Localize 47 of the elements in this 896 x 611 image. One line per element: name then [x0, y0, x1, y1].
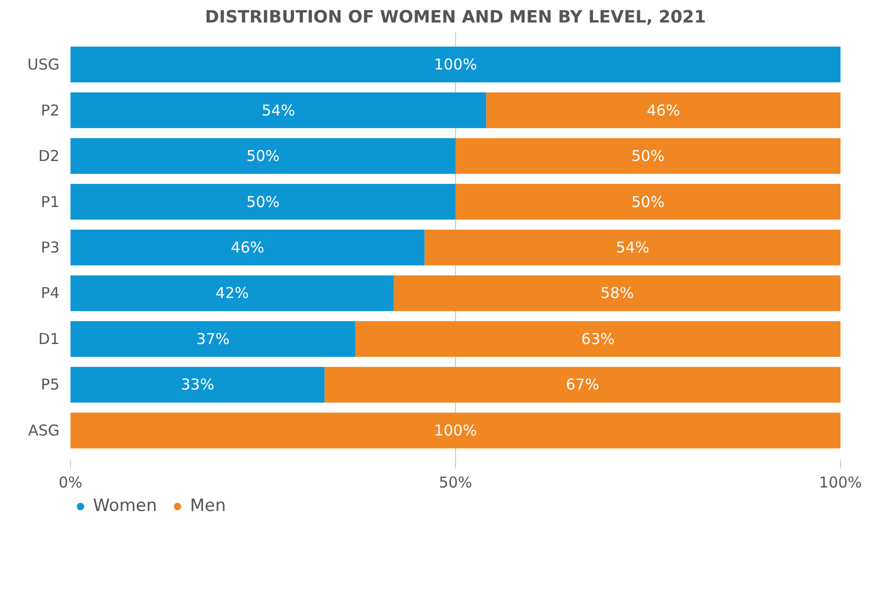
bar: [70, 92, 486, 128]
y-tick-label: D1: [38, 330, 60, 348]
data-label: 50%: [631, 147, 665, 166]
data-label: 46%: [230, 238, 264, 256]
data-label: 37%: [196, 330, 230, 348]
y-tick-label: P3: [40, 238, 60, 256]
data-label: 54%: [616, 238, 650, 256]
bar: [394, 275, 840, 312]
x-tick-label: 100%: [819, 474, 862, 492]
bar: [70, 138, 456, 174]
data-label: 50%: [246, 147, 280, 166]
y-tick-label: P2: [40, 101, 60, 120]
bar: [456, 138, 840, 174]
chart-title: DISTRIBUTION OF WOMEN AND MEN BY LEVEL, 2021: [205, 8, 706, 28]
data-label: 50%: [631, 192, 665, 211]
bar: [424, 230, 840, 266]
bar: [355, 321, 840, 357]
data-label: 33%: [180, 376, 214, 394]
bar: [456, 184, 840, 220]
bar: [70, 230, 425, 266]
x-tick-label: 0%: [58, 474, 82, 492]
data-label: 46%: [646, 101, 680, 120]
data-label: 67%: [566, 376, 600, 394]
bar: [324, 366, 840, 403]
data-label: 63%: [581, 330, 615, 348]
data-label: 58%: [600, 284, 634, 302]
legend-label: Men: [190, 496, 226, 516]
legend-label: Women: [93, 496, 158, 516]
y-tick-label: USG: [27, 56, 60, 74]
data-label: 50%: [246, 192, 280, 211]
x-tick-label: 50%: [438, 474, 472, 492]
bar: [70, 412, 840, 448]
bar: [70, 366, 325, 403]
y-tick-label: ASG: [28, 421, 60, 440]
data-label: 54%: [262, 101, 296, 120]
data-label: 42%: [216, 284, 249, 302]
data-label: 100%: [434, 421, 477, 440]
bar: [70, 184, 456, 220]
data-label: 100%: [434, 56, 477, 74]
y-tick-label: D2: [38, 147, 60, 166]
y-tick-label: P1: [40, 192, 60, 211]
bar: [70, 46, 840, 82]
y-tick-label: P5: [40, 376, 60, 394]
bar: [70, 275, 394, 312]
y-tick-label: P4: [40, 284, 60, 302]
bar: [70, 321, 356, 357]
bar: [486, 92, 840, 128]
